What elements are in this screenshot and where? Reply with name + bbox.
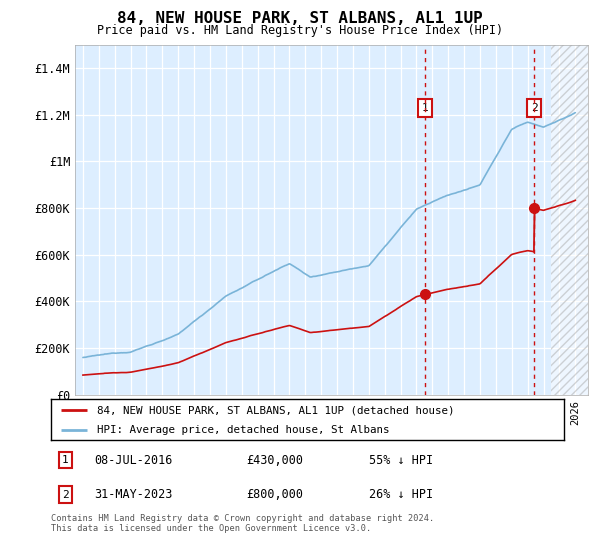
Text: 2: 2 [62,490,69,500]
Text: 1: 1 [62,455,69,465]
Text: 1: 1 [422,103,428,113]
Text: 31-MAY-2023: 31-MAY-2023 [95,488,173,501]
Text: £800,000: £800,000 [246,488,303,501]
Text: 2: 2 [531,103,538,113]
Text: HPI: Average price, detached house, St Albans: HPI: Average price, detached house, St A… [97,424,389,435]
Bar [551,45,588,395]
Text: 84, NEW HOUSE PARK, ST ALBANS, AL1 1UP (detached house): 84, NEW HOUSE PARK, ST ALBANS, AL1 1UP (… [97,405,455,415]
Text: 08-JUL-2016: 08-JUL-2016 [95,454,173,466]
Text: 55% ↓ HPI: 55% ↓ HPI [369,454,433,466]
Text: 26% ↓ HPI: 26% ↓ HPI [369,488,433,501]
Text: £430,000: £430,000 [246,454,303,466]
Text: Contains HM Land Registry data © Crown copyright and database right 2024.
This d: Contains HM Land Registry data © Crown c… [51,514,434,534]
Text: 84, NEW HOUSE PARK, ST ALBANS, AL1 1UP: 84, NEW HOUSE PARK, ST ALBANS, AL1 1UP [117,11,483,26]
Text: Price paid vs. HM Land Registry's House Price Index (HPI): Price paid vs. HM Land Registry's House … [97,24,503,36]
